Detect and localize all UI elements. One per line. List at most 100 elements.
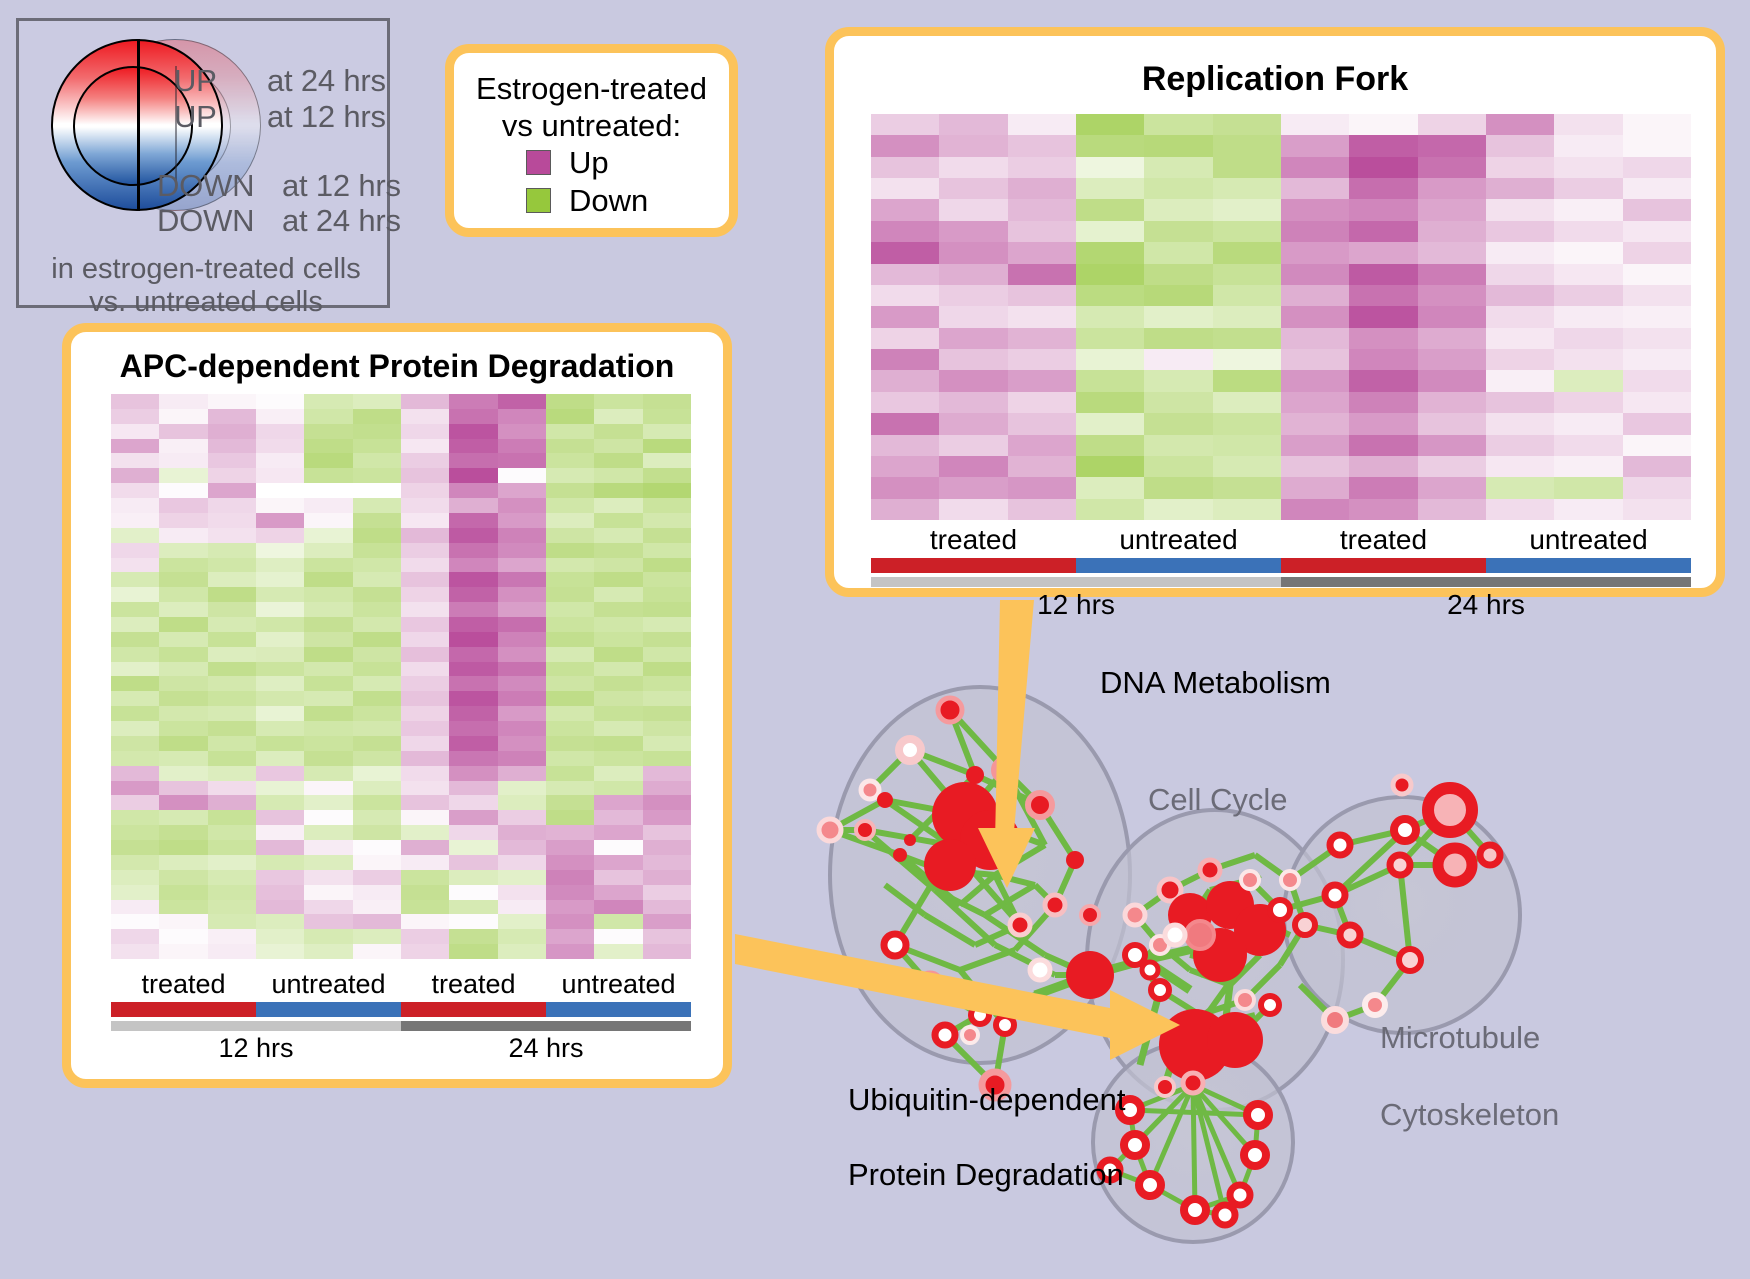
heatmap-cell: [1417, 413, 1486, 435]
heatmap-cell: [1486, 263, 1555, 285]
heatmap-cell: [1076, 370, 1145, 392]
heatmap-cell: [400, 676, 450, 692]
heatmap-cell: [111, 394, 160, 409]
heatmap-cell: [207, 854, 256, 870]
heatmap-cell: [871, 135, 940, 157]
heatmap-cell: [449, 617, 498, 632]
heatmap-cell: [1486, 477, 1555, 499]
heatmap-cell: [642, 765, 691, 781]
heatmap-cell: [1349, 327, 1418, 350]
heatmap-cell: [400, 602, 450, 618]
heatmap-cell: [497, 572, 546, 588]
heatmap-cell: [1417, 477, 1486, 499]
network-node: [1162, 922, 1188, 948]
heatmap-cell: [939, 391, 1008, 414]
heatmap-cell: [400, 854, 450, 870]
heatmap-cell: [497, 483, 546, 499]
timepoint-bar-segment: [1281, 577, 1691, 587]
heatmap-cell: [1076, 434, 1145, 456]
heatmap-cell: [352, 542, 401, 558]
heatmap-cell: [545, 795, 595, 811]
heatmap-replication-fork: [871, 114, 1691, 520]
heatmap-cell: [111, 512, 160, 528]
heatmap-cell: [111, 646, 160, 662]
heatmap-cell: [545, 483, 595, 499]
heatmap-cell: [1281, 477, 1350, 499]
heatmap-cell: [352, 676, 401, 692]
heatmap-cell: [207, 914, 256, 930]
heatmap-cell: [1007, 391, 1076, 414]
heatmap-cell: [207, 884, 256, 900]
heatmap-cell: [449, 646, 498, 662]
heatmap-cell: [159, 661, 208, 677]
heatmap-cell: [1486, 199, 1555, 221]
heatmap-cell: [497, 453, 546, 469]
heatmap-cell: [207, 557, 256, 573]
heatmap-cell: [1212, 349, 1281, 371]
heatmap-cell: [594, 542, 643, 558]
heatmap-cell: [449, 795, 498, 811]
heatmap-cell: [1486, 242, 1555, 264]
network-node: [1226, 1181, 1254, 1209]
heatmap-cell: [304, 706, 353, 722]
heatmap-cell: [304, 899, 353, 915]
network-node: [1207, 1012, 1263, 1068]
heatmap-cell: [1622, 135, 1691, 157]
heatmap-cell: [304, 944, 353, 959]
heatmap-cell: [111, 408, 160, 424]
heatmap-cell: [1281, 220, 1350, 243]
network-node: [880, 930, 910, 960]
heatmap-cell: [497, 795, 546, 811]
heatmap-cell: [1144, 477, 1213, 499]
network-node: [1362, 992, 1388, 1018]
heatmap-cell: [1349, 242, 1418, 264]
heatmap-cell: [497, 721, 546, 736]
heatmap-cell: [111, 810, 160, 826]
heatmap-cell: [642, 750, 691, 766]
heatmap-cell: [497, 929, 546, 945]
heatmap-cell: [1144, 391, 1213, 414]
heatmap-cell: [352, 825, 401, 841]
network-node: [1148, 978, 1172, 1002]
heatmap-cell: [111, 869, 160, 885]
heatmap-cell: [255, 735, 305, 751]
network-node: [1240, 1140, 1270, 1170]
heatmap-cell: [449, 691, 498, 707]
heatmap-cell: [400, 825, 450, 841]
heatmap-cell: [594, 468, 643, 484]
heatmap-cell: [594, 512, 643, 528]
heatmap-cell: [1076, 199, 1145, 221]
heatmap-cell: [1007, 263, 1076, 285]
heatmap-cell: [449, 780, 498, 796]
heatmap-cell: [304, 661, 353, 677]
heatmap-cell: [111, 631, 160, 647]
heatmap-cell: [871, 114, 940, 136]
heatmap-cell: [449, 929, 498, 945]
heatmap-cell: [1622, 477, 1691, 499]
heatmap-cell: [304, 810, 353, 826]
heatmap-cell: [207, 869, 256, 885]
heatmap-cell: [1554, 178, 1623, 200]
heatmap-cell: [1554, 370, 1623, 392]
heatmap-cell: [255, 542, 305, 558]
heatmap-cell: [1007, 242, 1076, 264]
heatmap-cell: [594, 795, 643, 811]
heatmap-cell: [400, 572, 450, 588]
heatmap-cell: [352, 721, 401, 736]
heatmap-cell: [642, 423, 691, 439]
heatmap-cell: [159, 914, 208, 930]
heatmap-cell: [1076, 477, 1145, 499]
cluster-label-cell-cycle: Cell Cycle: [1148, 782, 1288, 817]
network-node: [1156, 876, 1184, 904]
heatmap-cell: [497, 557, 546, 573]
heatmap-cell: [1349, 477, 1418, 499]
heatmap-cell: [352, 483, 401, 499]
heatmap-cell: [1622, 306, 1691, 328]
network-node: [1154, 1076, 1176, 1098]
heatmap-cell: [1417, 370, 1486, 392]
heatmap-cell: [1281, 327, 1350, 350]
heatmap-cell: [1417, 178, 1486, 200]
heatmap-cell: [207, 468, 256, 484]
timepoint-color-bar-replication-fork: [871, 577, 1691, 587]
heatmap-cell: [497, 869, 546, 885]
